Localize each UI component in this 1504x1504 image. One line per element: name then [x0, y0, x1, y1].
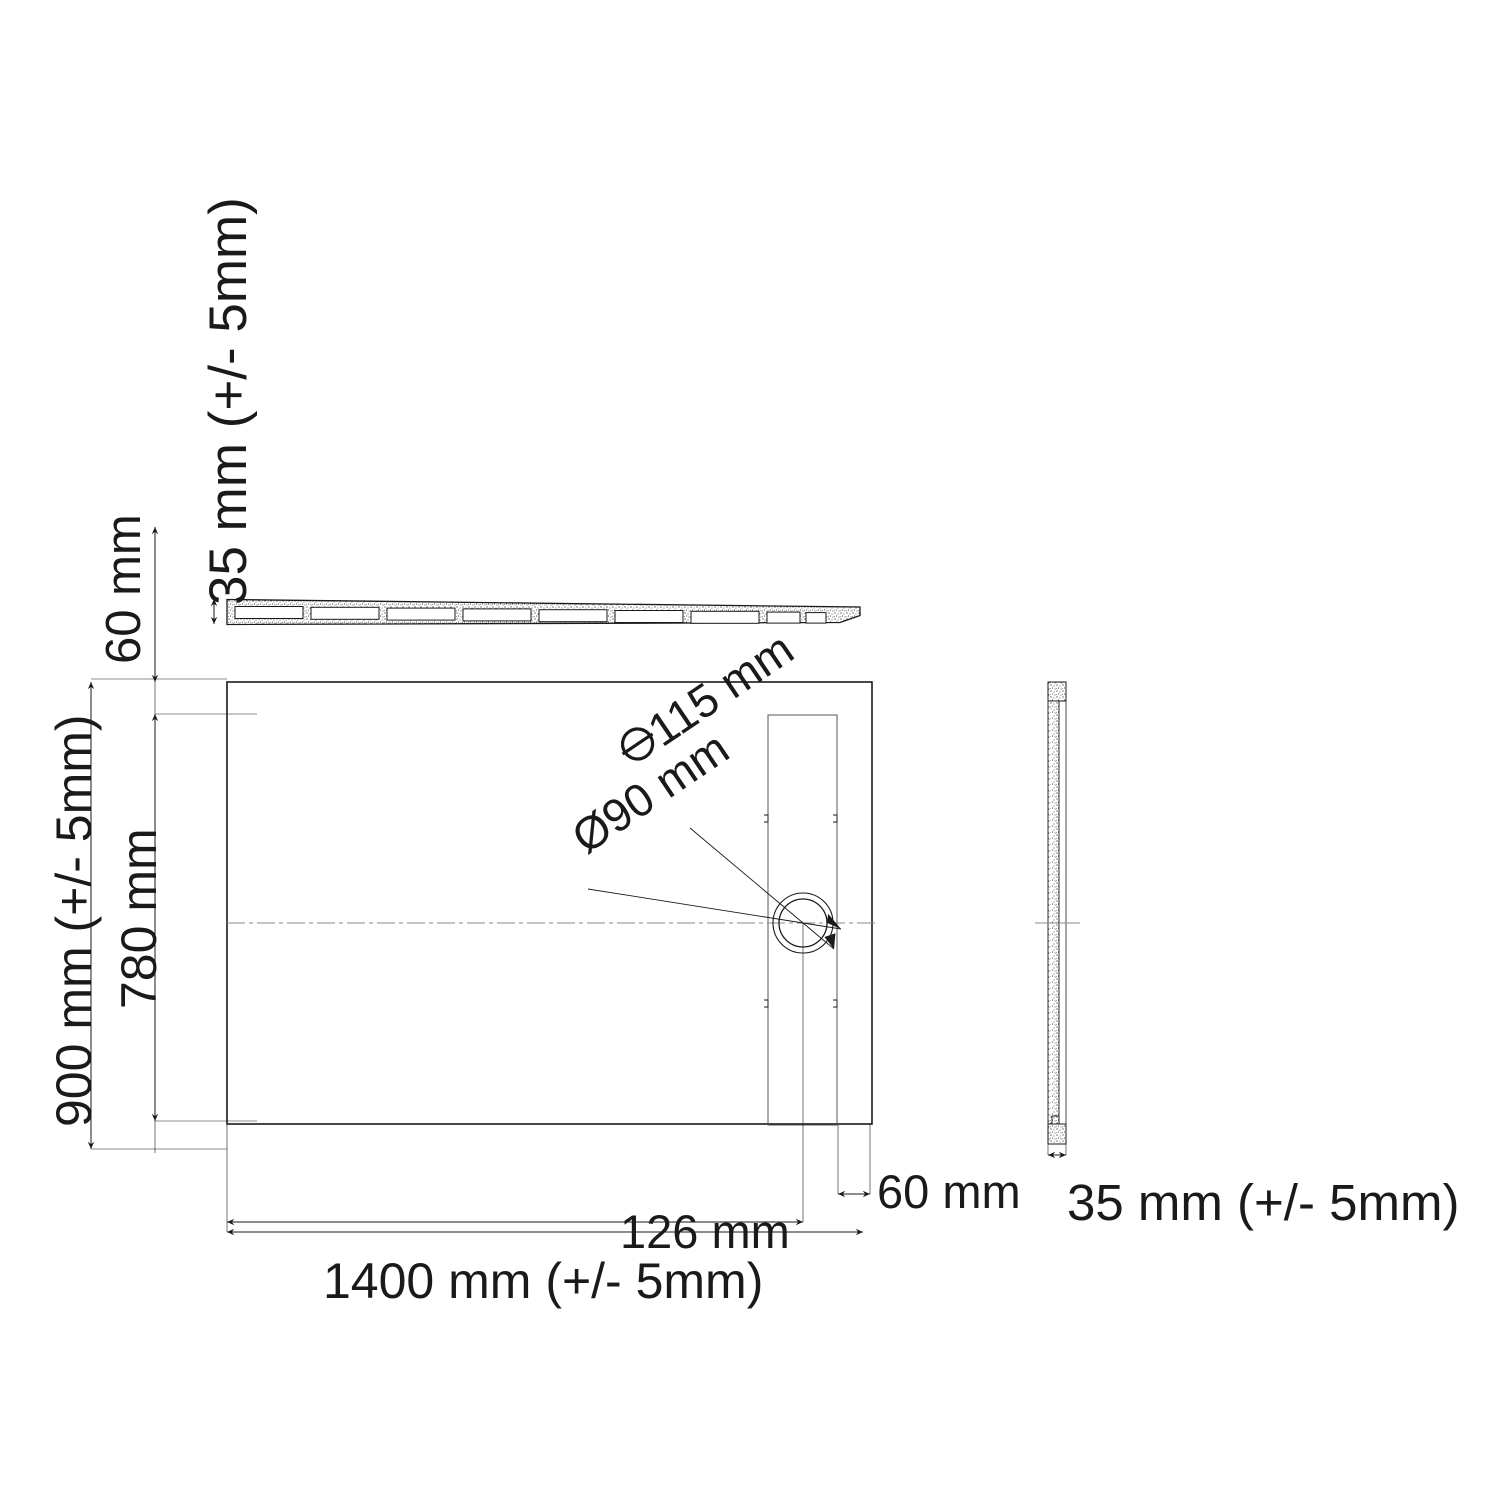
svg-text:126 mm: 126 mm [620, 1205, 790, 1258]
svg-text:1400 mm (+/- 5mm): 1400 mm (+/- 5mm) [323, 1253, 763, 1309]
svg-text:900 mm (+/- 5mm): 900 mm (+/- 5mm) [46, 714, 102, 1127]
svg-text:60 mm: 60 mm [877, 1165, 1021, 1218]
svg-text:35 mm (+/- 5mm): 35 mm (+/- 5mm) [1067, 1174, 1459, 1231]
svg-text:35 mm (+/- 5mm): 35 mm (+/- 5mm) [199, 197, 258, 605]
svg-text:780 mm: 780 mm [111, 828, 167, 1009]
svg-text:60 mm: 60 mm [97, 514, 151, 664]
